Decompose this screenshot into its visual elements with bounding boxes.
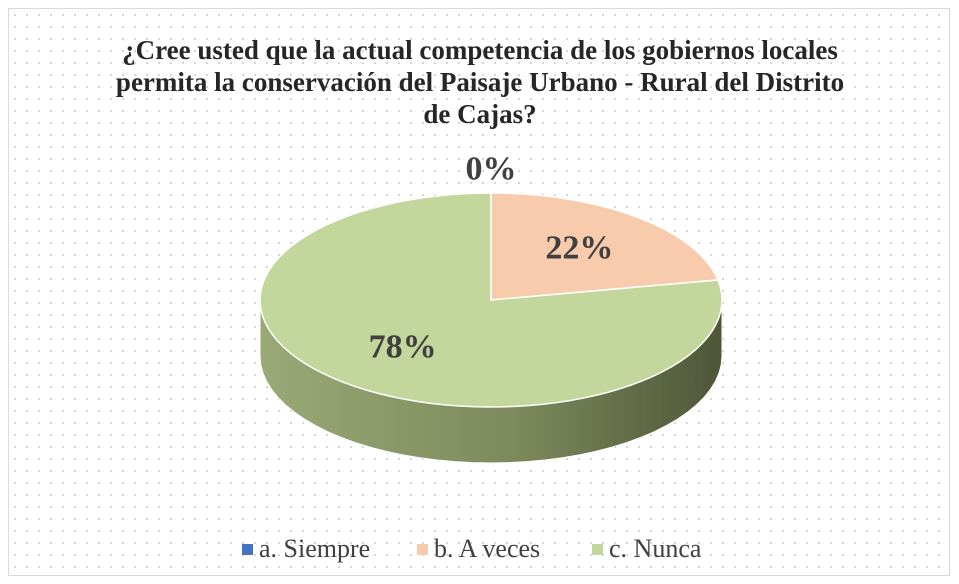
data-label: 0% xyxy=(466,150,517,187)
pie-slice xyxy=(259,192,723,408)
pie-slice xyxy=(490,192,720,301)
legend-label: c. Nunca xyxy=(609,534,702,563)
legend-marker xyxy=(242,544,253,555)
legend-marker xyxy=(417,544,428,555)
data-label: 22% xyxy=(545,229,613,266)
chart-title: ¿Cree usted que la actual competencia de… xyxy=(115,35,845,129)
data-label: 78% xyxy=(369,328,437,365)
legend-label: b. A veces xyxy=(434,534,540,563)
legend-marker xyxy=(592,544,603,555)
legend-label: a. Siempre xyxy=(259,534,370,563)
